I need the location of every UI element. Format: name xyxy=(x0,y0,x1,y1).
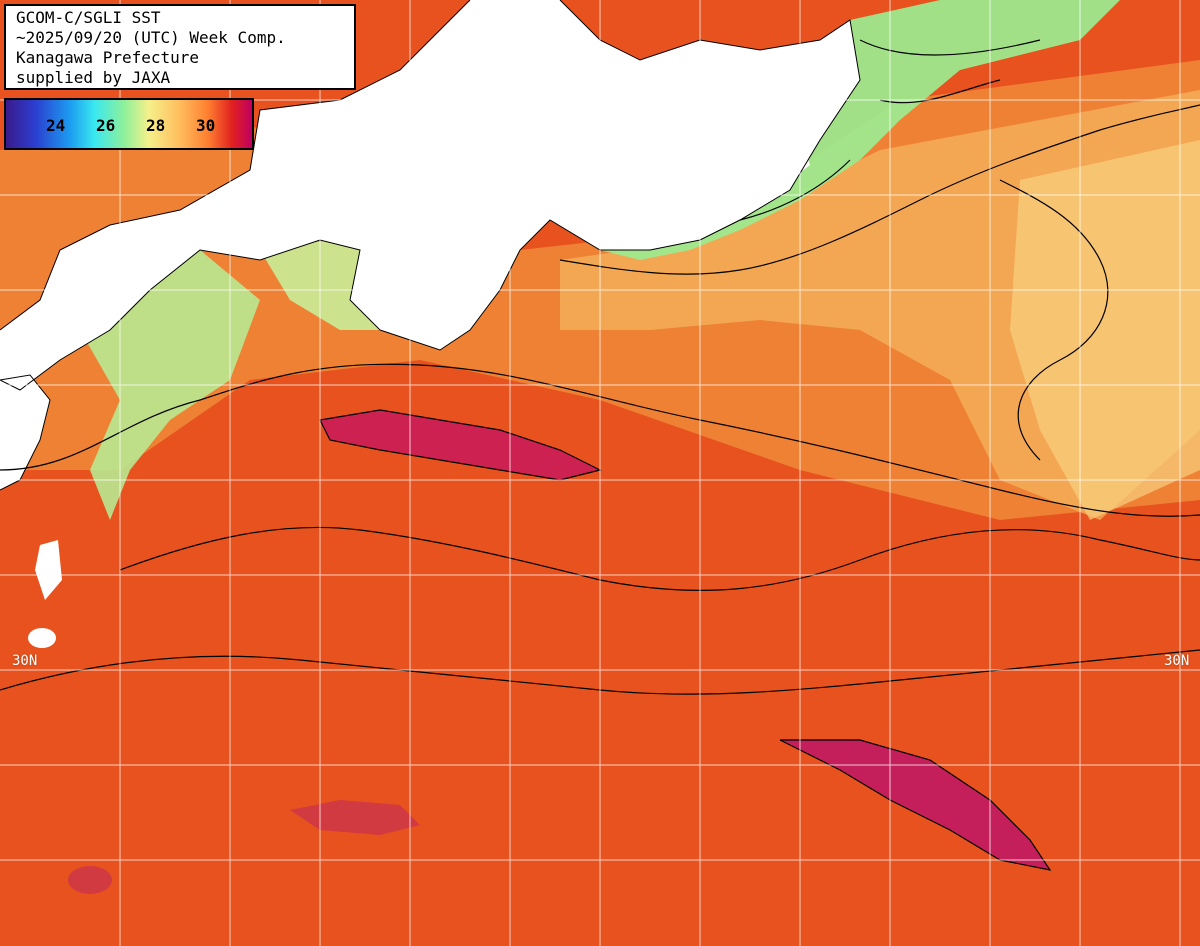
land-kyushu xyxy=(0,375,50,490)
title-box: GCOM-C/SGLI SST ~2025/09/20 (UTC) Week C… xyxy=(4,4,356,90)
land-ise xyxy=(470,155,500,200)
sea-hot-kuroshio xyxy=(320,410,600,480)
land-tanegashima xyxy=(35,540,62,600)
title-line-credit: supplied by JAXA xyxy=(16,68,171,87)
sea-pale-east xyxy=(1010,140,1200,520)
lat-label-left: 30N xyxy=(12,653,38,669)
land-yakushima xyxy=(28,628,56,648)
legend-tick-24: 24 xyxy=(46,116,66,135)
legend-tick-30: 30 xyxy=(196,116,216,135)
title-line-date: ~2025/09/20 (UTC) Week Comp. xyxy=(16,28,286,47)
legend-tick-26: 26 xyxy=(96,116,116,135)
sea-hot-south xyxy=(780,740,1050,870)
isotherm-hot-south-contour xyxy=(779,739,1052,871)
isotherm-28 xyxy=(559,104,1200,275)
sea-hot-southwest xyxy=(290,800,420,835)
isotherm-east-loops xyxy=(999,179,1109,461)
land-peninsula xyxy=(390,235,440,290)
coastline-kyushu xyxy=(0,374,51,491)
title-line-prefecture: Kanagawa Prefecture xyxy=(16,48,200,67)
sea-hot-spot xyxy=(68,866,112,894)
legend-tick-28: 28 xyxy=(146,116,166,135)
isotherm-hot-contour xyxy=(319,409,602,481)
title-line-product: GCOM-C/SGLI SST xyxy=(16,8,161,27)
color-scale-legend: 24 26 28 30 xyxy=(4,98,254,150)
lat-label-right: 30N xyxy=(1164,653,1190,669)
isotherm-cool-band xyxy=(739,39,1041,221)
isotherm-29 xyxy=(0,363,1200,517)
